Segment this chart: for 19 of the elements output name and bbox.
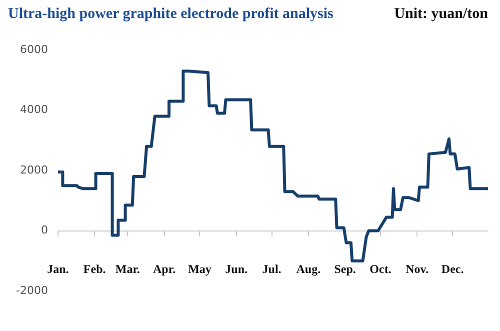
x-tick-label: Jun. [225, 262, 248, 276]
x-tick-label: Dec. [441, 262, 464, 276]
y-tick-label: -2000 [16, 284, 48, 297]
x-tick-label: Oct. [370, 262, 392, 276]
x-tick-label: Jul. [262, 262, 282, 276]
x-tick-label: Sep. [334, 262, 356, 276]
chart-title: Ultra-high power graphite electrode profit analysis [8, 6, 334, 23]
x-tick-label: Mar. [115, 262, 140, 276]
x-tick-label: May [188, 262, 212, 276]
y-tick-label: 6000 [20, 42, 48, 56]
x-tick-label: Aug. [296, 262, 321, 276]
text: Unit: yuan/ton [394, 6, 488, 23]
y-tick-label: 0 [40, 224, 48, 237]
y-tick-label: 4000 [20, 103, 48, 116]
x-tick-label: Nov. [406, 262, 429, 276]
x-tick-label: Jan. [47, 262, 69, 276]
x-tick-label: Apr. [153, 262, 176, 276]
x-tick-label: Feb. [83, 262, 106, 276]
y-tick-label: 2000 [20, 163, 48, 176]
